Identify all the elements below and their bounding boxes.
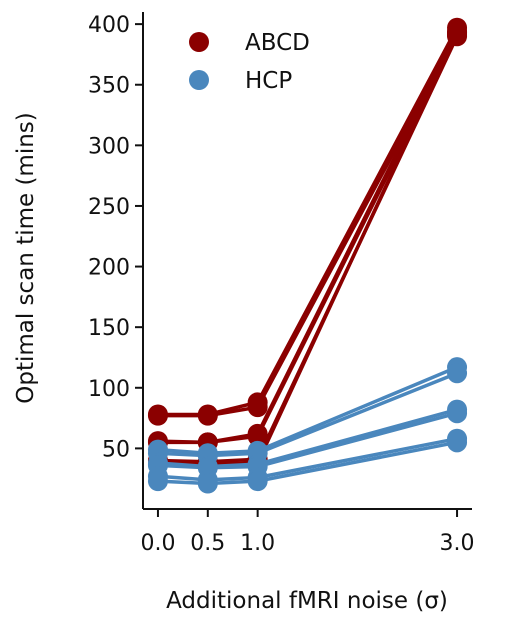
- x-tick-label: 0.0: [140, 531, 175, 556]
- data-point: [247, 423, 268, 444]
- data-point: [447, 432, 468, 453]
- series-line: [157, 371, 458, 458]
- legend-label: ABCD: [245, 30, 310, 56]
- y-tick-label: 350: [88, 74, 130, 99]
- series-line: [157, 35, 459, 464]
- data-layer: [147, 17, 468, 494]
- x-tick-label: 3.0: [440, 531, 475, 556]
- legend: ABCD HCP: [189, 30, 310, 94]
- series-line: [157, 26, 459, 417]
- data-point: [247, 392, 268, 413]
- series-line: [157, 31, 459, 466]
- y-tick-label: 200: [88, 256, 130, 281]
- series-line: [157, 34, 459, 445]
- data-point: [197, 473, 218, 494]
- data-point: [447, 363, 468, 384]
- y-ticks: 50 100 150 200 250 300 350 400: [88, 13, 143, 462]
- series-line: [157, 440, 458, 486]
- axes-layer: 50 100 150 200 250 300 350 400 0.0 0.5 1.0 3.0 Opt…: [13, 12, 475, 614]
- data-point: [147, 404, 168, 425]
- series-line: [157, 407, 458, 469]
- series-line: [157, 411, 458, 470]
- series-hcp: [147, 357, 468, 494]
- y-tick-label: 250: [88, 195, 130, 220]
- x-ticks: 0.0 0.5 1.0 3.0: [140, 509, 475, 556]
- series-line: [157, 436, 458, 482]
- x-tick-label: 1.0: [240, 531, 275, 556]
- y-tick-label: 100: [88, 377, 130, 402]
- y-tick-label: 300: [88, 134, 130, 159]
- legend-marker: [189, 32, 209, 52]
- legend-label: HCP: [245, 68, 292, 94]
- data-point: [247, 471, 268, 492]
- series-line: [157, 30, 459, 445]
- y-tick-label: 400: [88, 13, 130, 38]
- legend-marker: [189, 70, 209, 90]
- x-tick-label: 0.5: [190, 531, 225, 556]
- x-axis-title: Additional fMRI noise (σ): [166, 588, 448, 614]
- data-point: [197, 404, 218, 425]
- series-line: [157, 365, 458, 455]
- data-point: [147, 471, 168, 492]
- data-point: [447, 22, 468, 43]
- data-point: [447, 403, 468, 424]
- y-tick-label: 50: [102, 437, 130, 462]
- y-axis-title: Optimal scan time (mins): [13, 112, 39, 404]
- y-tick-label: 150: [88, 316, 130, 341]
